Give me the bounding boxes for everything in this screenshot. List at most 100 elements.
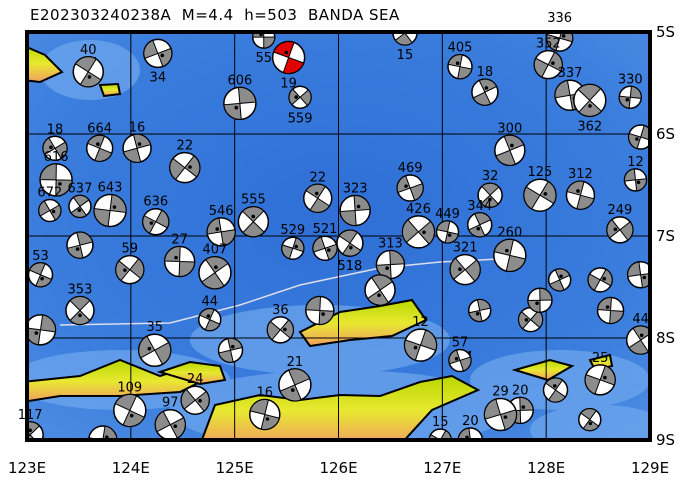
event-beachball[interactable] bbox=[237, 205, 270, 238]
event-beachball[interactable] bbox=[249, 398, 281, 431]
event-beachball[interactable] bbox=[93, 193, 127, 228]
event-beachball[interactable] bbox=[42, 135, 68, 162]
event-beachball[interactable] bbox=[122, 133, 152, 164]
t-axis-dot bbox=[413, 345, 418, 350]
event-beachball[interactable] bbox=[523, 178, 557, 212]
compressional-quadrant bbox=[114, 393, 145, 427]
event-beachball[interactable] bbox=[197, 307, 222, 332]
event-beachball[interactable] bbox=[596, 296, 625, 325]
event-beachball[interactable] bbox=[305, 295, 335, 326]
event-beachball[interactable] bbox=[547, 268, 572, 292]
event-beachball[interactable] bbox=[364, 274, 396, 306]
event-beachball[interactable] bbox=[428, 428, 453, 451]
event-beachball[interactable] bbox=[143, 38, 173, 69]
event-beachball[interactable] bbox=[113, 393, 147, 428]
event-beachball[interactable] bbox=[68, 194, 92, 219]
event-beachball[interactable] bbox=[302, 183, 333, 214]
event-beachball[interactable] bbox=[625, 325, 655, 355]
event-beachball[interactable] bbox=[483, 397, 518, 432]
event-beachball[interactable] bbox=[66, 231, 94, 259]
event-beachball[interactable] bbox=[542, 377, 569, 403]
event-beachball[interactable] bbox=[137, 333, 172, 367]
event-beachball[interactable] bbox=[533, 49, 563, 80]
event-beachball[interactable] bbox=[251, 26, 276, 49]
compressional-quadrant bbox=[484, 398, 517, 431]
event-beachball[interactable] bbox=[517, 306, 544, 333]
event-beachball[interactable] bbox=[180, 385, 210, 415]
event-beachball[interactable] bbox=[154, 408, 187, 440]
event-beachball[interactable] bbox=[169, 151, 201, 184]
event-beachball[interactable] bbox=[85, 134, 114, 163]
event-beachball[interactable] bbox=[17, 421, 44, 448]
event-beachball[interactable] bbox=[457, 427, 484, 452]
t-axis-dot bbox=[613, 227, 618, 232]
y-tick-label: 6S bbox=[656, 125, 675, 143]
main-event-beachball[interactable] bbox=[271, 40, 306, 75]
event-beachball[interactable] bbox=[39, 163, 73, 197]
depth-label: 24 bbox=[187, 372, 204, 387]
event-beachball[interactable] bbox=[493, 238, 527, 273]
event-beachball[interactable] bbox=[396, 174, 424, 202]
event-beachball[interactable] bbox=[477, 182, 503, 208]
event-beachball[interactable] bbox=[281, 236, 305, 260]
event-beachball[interactable] bbox=[217, 337, 244, 363]
compressional-quadrant bbox=[86, 134, 113, 162]
event-beachball[interactable] bbox=[466, 212, 493, 238]
event-beachball[interactable] bbox=[339, 194, 371, 227]
t-axis-dot bbox=[78, 313, 82, 318]
event-beachball[interactable] bbox=[401, 215, 436, 249]
event-beachball[interactable] bbox=[494, 134, 526, 167]
event-beachball[interactable] bbox=[115, 254, 145, 285]
compressional-quadrant bbox=[546, 32, 574, 52]
event-beachball[interactable] bbox=[471, 78, 499, 106]
event-beachball[interactable] bbox=[606, 216, 634, 244]
compressional-quadrant bbox=[169, 155, 201, 181]
t-axis-dot bbox=[475, 311, 480, 316]
event-beachball[interactable] bbox=[142, 207, 170, 236]
compressional-quadrant bbox=[338, 229, 362, 257]
event-beachball[interactable] bbox=[449, 253, 481, 286]
event-beachball[interactable] bbox=[578, 407, 602, 432]
depth-label: 44 bbox=[201, 295, 218, 310]
depth-label: 20 bbox=[512, 383, 529, 398]
event-beachball[interactable] bbox=[447, 53, 473, 80]
event-beachball[interactable] bbox=[623, 168, 648, 192]
event-beachball[interactable] bbox=[626, 261, 654, 289]
compressional-quadrant bbox=[27, 421, 41, 440]
depth-label: 312 bbox=[568, 167, 593, 182]
event-beachball[interactable] bbox=[288, 85, 312, 110]
event-beachball[interactable] bbox=[27, 262, 54, 288]
event-beachball[interactable] bbox=[467, 298, 492, 323]
event-beachball[interactable] bbox=[587, 267, 613, 293]
event-beachball[interactable] bbox=[618, 85, 643, 110]
event-beachball[interactable] bbox=[38, 198, 62, 223]
event-beachball[interactable] bbox=[163, 245, 196, 278]
event-beachball[interactable] bbox=[573, 83, 607, 118]
event-beachball[interactable] bbox=[206, 217, 236, 247]
event-beachball[interactable] bbox=[336, 229, 364, 257]
event-beachball[interactable] bbox=[266, 316, 295, 344]
t-axis-dot bbox=[28, 428, 32, 433]
event-beachball[interactable] bbox=[527, 287, 553, 314]
event-beachball[interactable] bbox=[25, 314, 57, 346]
event-beachball[interactable] bbox=[403, 328, 438, 362]
t-axis-dot bbox=[521, 405, 526, 409]
t-axis-dot bbox=[625, 97, 630, 102]
event-beachball[interactable] bbox=[584, 364, 616, 396]
event-beachball[interactable] bbox=[545, 25, 574, 52]
event-beachball[interactable] bbox=[88, 425, 118, 454]
t-axis-dot bbox=[49, 145, 53, 150]
event-beachball[interactable] bbox=[65, 295, 95, 326]
event-beachball[interactable] bbox=[448, 348, 472, 373]
t-axis-dot bbox=[588, 421, 593, 426]
event-beachball[interactable] bbox=[278, 368, 312, 402]
event-beachball[interactable] bbox=[223, 86, 257, 121]
t-axis-dot bbox=[348, 245, 353, 250]
event-beachball[interactable] bbox=[72, 56, 105, 88]
event-beachball[interactable] bbox=[312, 235, 338, 261]
event-beachball[interactable] bbox=[198, 255, 232, 290]
event-beachball[interactable] bbox=[627, 124, 653, 150]
event-beachball[interactable] bbox=[435, 220, 460, 244]
compressional-quadrant bbox=[580, 408, 600, 432]
event-beachball[interactable] bbox=[565, 180, 596, 210]
